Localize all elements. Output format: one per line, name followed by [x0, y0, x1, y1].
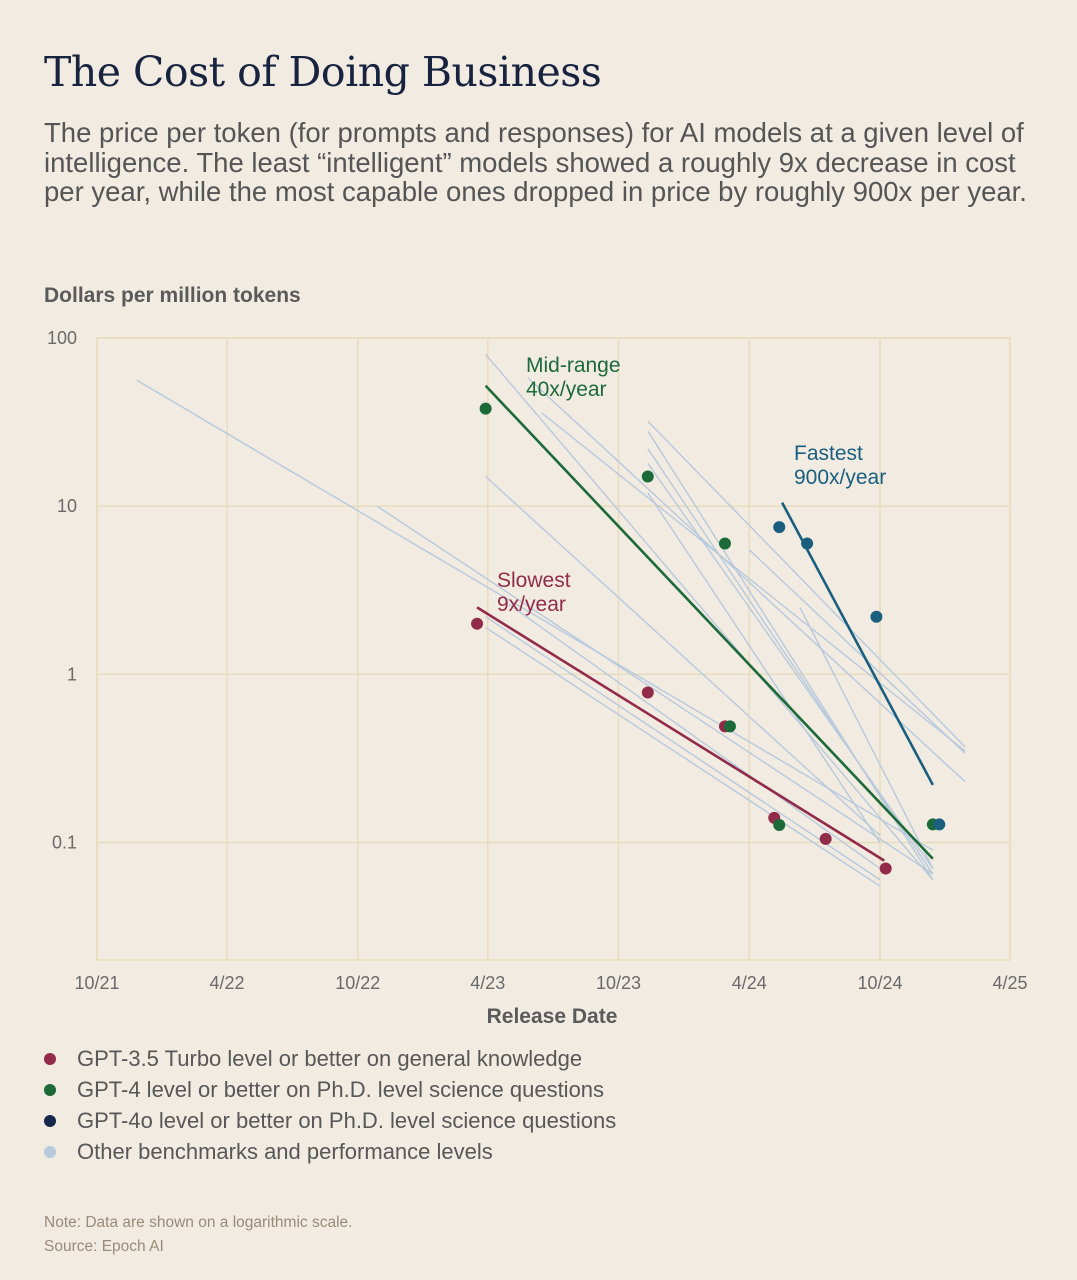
other-trend-line: [647, 462, 934, 869]
trend-annotation: 40x/year: [526, 378, 607, 401]
trend-annotation: Fastest: [794, 442, 863, 465]
other-trend-line: [508, 603, 881, 870]
legend-dot: [44, 1083, 56, 1096]
legend-label: GPT-3.5 Turbo level or better on general…: [77, 1045, 583, 1071]
grid: [96, 337, 1011, 961]
trend-lines: [476, 384, 934, 862]
x-tick-label: 4/24: [732, 973, 767, 993]
footnotes: Note: Data are shown on a logarithmic sc…: [44, 1211, 352, 1259]
x-tick-label: 10/21: [74, 973, 119, 993]
x-tick-label: 4/23: [470, 973, 505, 993]
other-trend-line: [647, 492, 881, 843]
data-point: [773, 819, 786, 832]
x-tick-labels: 10/21 4/22 10/22 4/23 10/23 4/24 10/24 4/25: [74, 973, 1027, 993]
legend-dot: [44, 1145, 56, 1158]
y-tick-labels: 100 10 1 0.1: [47, 328, 77, 852]
legend-item: GPT-3.5 Turbo level or better on general…: [44, 1043, 616, 1074]
data-point: [870, 610, 883, 623]
source: Source: Epoch AI: [44, 1238, 164, 1255]
other-trend-line: [647, 430, 934, 881]
other-trend-line: [647, 420, 966, 748]
data-point: [819, 832, 832, 845]
legend-dot: [44, 1114, 56, 1127]
x-tick-label: 10/23: [596, 973, 641, 993]
other-trend-line: [799, 607, 934, 869]
y-tick-label: 1: [67, 664, 77, 684]
mid-range-trend-line: [484, 384, 934, 860]
y-axis-label: Dollars per million tokens: [44, 284, 301, 307]
trend-annotation: 9x/year: [497, 593, 566, 616]
y-tick-label: 0.1: [52, 832, 77, 852]
x-tick-label: 4/22: [209, 973, 244, 993]
legend-label: Other benchmarks and performance levels: [77, 1138, 493, 1164]
x-tick-label: 10/24: [857, 973, 902, 993]
other-trend-line: [647, 448, 934, 875]
legend: GPT-3.5 Turbo level or better on general…: [44, 1043, 616, 1167]
slowest-trend-line: [476, 606, 885, 862]
legend-label: GPT-4 level or better on Ph.D. level sci…: [77, 1076, 605, 1102]
y-tick-label: 10: [57, 496, 77, 516]
data-point: [471, 617, 484, 630]
other-trend-line: [527, 377, 966, 783]
data-point: [718, 537, 731, 550]
data-point: [801, 537, 814, 550]
data-points: [471, 402, 946, 875]
chart-title: The Cost of Doing Business: [44, 48, 602, 96]
fastest-trend-line: [780, 501, 934, 786]
other-trend-line: [540, 412, 966, 752]
other-trend-line: [485, 616, 881, 881]
other-trend-line: [485, 476, 881, 837]
legend-dot: [44, 1052, 56, 1065]
data-point: [933, 818, 946, 831]
note: Note: Data are shown on a logarithmic sc…: [44, 1214, 353, 1231]
data-point: [723, 720, 736, 733]
chart-subtitle: The price per token (for prompts and res…: [44, 117, 1027, 207]
other-trend-line: [485, 353, 934, 881]
data-point: [879, 862, 892, 875]
other-trend-line: [136, 379, 934, 851]
plot-frame: [96, 337, 1011, 961]
x-axis-label: Release Date: [487, 1005, 618, 1028]
other-trend-line: [485, 626, 881, 887]
data-point: [773, 521, 786, 534]
legend-item: GPT-4o level or better on Ph.D. level sc…: [44, 1105, 616, 1136]
y-tick-label: 100: [47, 328, 77, 348]
other-trend-line: [376, 505, 934, 875]
other-trend-line: [748, 549, 966, 754]
legend-item: Other benchmarks and performance levels: [44, 1136, 616, 1167]
legend-label: GPT-4o level or better on Ph.D. level sc…: [77, 1107, 617, 1133]
data-point: [641, 686, 654, 699]
x-tick-label: 10/22: [335, 973, 380, 993]
trend-annotation: Mid-range: [526, 354, 621, 377]
other-lines: [136, 353, 966, 887]
trend-annotation: Slowest: [497, 569, 571, 592]
data-point: [479, 402, 492, 415]
trend-annotation: 900x/year: [794, 466, 886, 489]
data-point: [641, 470, 654, 483]
legend-item: GPT-4 level or better on Ph.D. level sci…: [44, 1074, 616, 1105]
x-tick-label: 4/25: [992, 973, 1027, 993]
